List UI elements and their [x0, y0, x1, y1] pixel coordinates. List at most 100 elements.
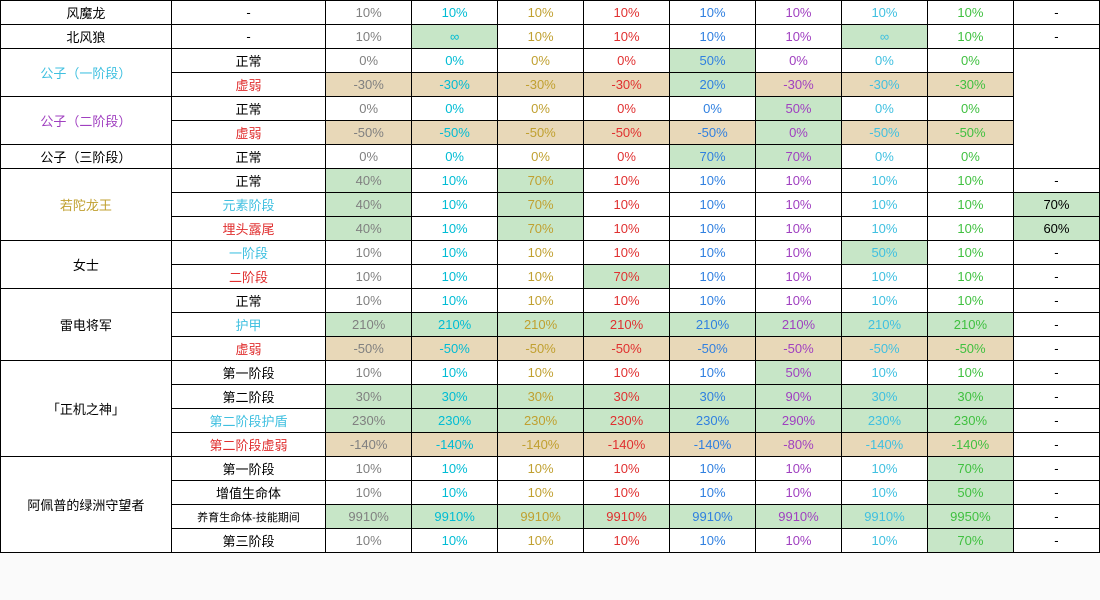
resistance-value: 10%: [756, 265, 842, 289]
resistance-value: 10%: [756, 217, 842, 241]
resistance-value: 10%: [498, 289, 584, 313]
resistance-value: 10%: [670, 289, 756, 313]
boss-name: 公子（一阶段）: [1, 49, 172, 97]
resistance-value: 10%: [841, 457, 927, 481]
resistance-value: 10%: [927, 25, 1013, 49]
state-label: 一阶段: [171, 241, 325, 265]
resistance-value: 10%: [841, 289, 927, 313]
table-row: 风魔龙-10%10%10%10%10%10%10%10%-: [1, 1, 1100, 25]
resistance-value: 10%: [498, 265, 584, 289]
state-label: 第一阶段: [171, 457, 325, 481]
resistance-value: 290%: [756, 409, 842, 433]
table-row: 公子（三阶段）正常0%0%0%0%70%70%0%0%: [1, 145, 1100, 169]
resistance-value: ∞: [412, 25, 498, 49]
resistance-value: 0%: [841, 49, 927, 73]
resistance-value: 10%: [584, 457, 670, 481]
resistance-value: -50%: [584, 121, 670, 145]
extra-value: -: [1013, 529, 1099, 553]
resistance-value: -30%: [584, 73, 670, 97]
resistance-value: 10%: [670, 169, 756, 193]
state-label: 护甲: [171, 313, 325, 337]
extra-value: -: [1013, 289, 1099, 313]
resistance-value: 70%: [584, 265, 670, 289]
resistance-value: 10%: [498, 361, 584, 385]
resistance-value: 30%: [927, 385, 1013, 409]
resistance-value: 10%: [927, 169, 1013, 193]
resistance-value: 70%: [927, 529, 1013, 553]
state-label: 养育生命体-技能期间: [171, 505, 325, 529]
resistance-value: 40%: [326, 217, 412, 241]
resistance-value: -30%: [756, 73, 842, 97]
resistance-value: 10%: [498, 25, 584, 49]
resistance-value: 10%: [756, 481, 842, 505]
resistance-value: 210%: [841, 313, 927, 337]
resistance-value: 10%: [670, 265, 756, 289]
resistance-value: 50%: [670, 49, 756, 73]
resistance-value: 0%: [326, 49, 412, 73]
resistance-value: 30%: [670, 385, 756, 409]
extra-value: -: [1013, 1, 1099, 25]
state-label: 增值生命体: [171, 481, 325, 505]
resistance-value: 10%: [670, 1, 756, 25]
extra-value: -: [1013, 337, 1099, 361]
resistance-value: 9950%: [927, 505, 1013, 529]
resistance-value: -30%: [841, 73, 927, 97]
resistance-value: -80%: [756, 433, 842, 457]
extra-value: -: [1013, 361, 1099, 385]
resistance-value: 10%: [584, 25, 670, 49]
resistance-value: 230%: [670, 409, 756, 433]
resistance-value: 50%: [756, 97, 842, 121]
resistance-value: 10%: [326, 289, 412, 313]
resistance-value: 30%: [498, 385, 584, 409]
boss-name: 公子（二阶段）: [1, 97, 172, 145]
resistance-value: 230%: [927, 409, 1013, 433]
resistance-value: 9910%: [326, 505, 412, 529]
resistance-value: 10%: [498, 457, 584, 481]
resistance-value: 0%: [412, 145, 498, 169]
resistance-value: 30%: [412, 385, 498, 409]
resistance-value: 0%: [927, 49, 1013, 73]
resistance-value: -50%: [326, 121, 412, 145]
state-label: 第三阶段: [171, 529, 325, 553]
resistance-value: 10%: [927, 361, 1013, 385]
resistance-value: 10%: [584, 169, 670, 193]
resistance-value: 0%: [584, 97, 670, 121]
resistance-value: 40%: [326, 193, 412, 217]
resistance-value: 9910%: [756, 505, 842, 529]
resistance-value: -50%: [412, 337, 498, 361]
boss-name: 公子（三阶段）: [1, 145, 172, 169]
resistance-value: 10%: [841, 1, 927, 25]
extra-value: -: [1013, 385, 1099, 409]
resistance-value: 10%: [412, 457, 498, 481]
resistance-value: 10%: [412, 217, 498, 241]
boss-name: 北风狼: [1, 25, 172, 49]
resistance-value: 20%: [670, 73, 756, 97]
resistance-value: -50%: [841, 121, 927, 145]
resistance-value: 10%: [412, 529, 498, 553]
extra-value: -: [1013, 409, 1099, 433]
resistance-value: 10%: [584, 1, 670, 25]
resistance-value: 9910%: [498, 505, 584, 529]
resistance-value: 10%: [584, 241, 670, 265]
resistance-value: 10%: [670, 361, 756, 385]
resistance-value: 10%: [841, 169, 927, 193]
resistance-value: -140%: [584, 433, 670, 457]
resistance-value: 10%: [756, 193, 842, 217]
resistance-value: 10%: [670, 457, 756, 481]
extra-value: 70%: [1013, 193, 1099, 217]
resistance-value: 50%: [841, 241, 927, 265]
table-row: 北风狼-10%∞10%10%10%10%∞10%-: [1, 25, 1100, 49]
resistance-value: 210%: [498, 313, 584, 337]
extra-value: -: [1013, 25, 1099, 49]
resistance-value: 0%: [326, 97, 412, 121]
resistance-value: 0%: [498, 97, 584, 121]
resistance-value: 10%: [412, 241, 498, 265]
boss-name: 风魔龙: [1, 1, 172, 25]
boss-name: 「正机之神」: [1, 361, 172, 457]
resistance-value: 10%: [584, 529, 670, 553]
extra-value: -: [1013, 241, 1099, 265]
resistance-value: 10%: [326, 241, 412, 265]
resistance-value: 10%: [412, 169, 498, 193]
state-label: 正常: [171, 97, 325, 121]
resistance-value: ∞: [841, 25, 927, 49]
